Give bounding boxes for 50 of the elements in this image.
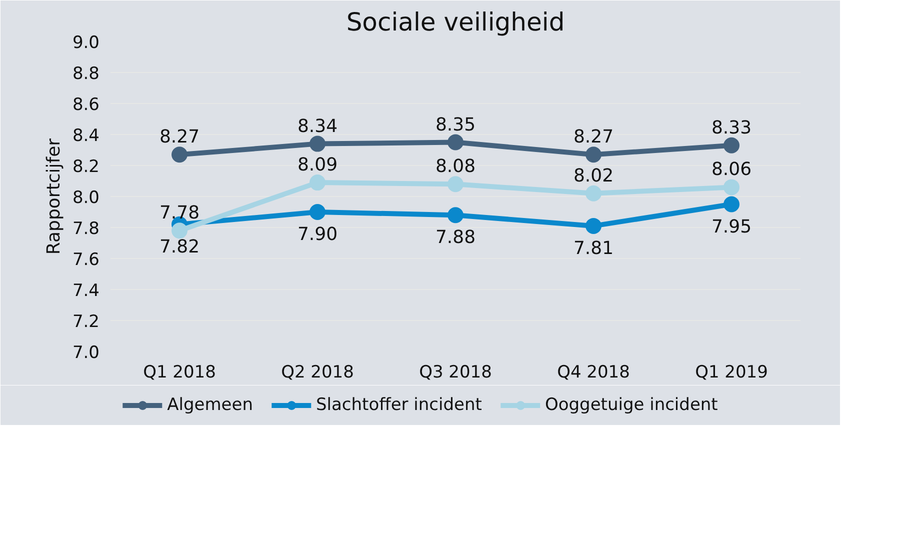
data-label: 7.90: [297, 224, 338, 245]
data-label: 8.08: [435, 156, 476, 178]
data-label: 8.02: [573, 165, 614, 186]
point: [586, 185, 602, 202]
point: [586, 218, 602, 234]
y-tick-label: 9.0: [72, 33, 100, 53]
data-label: 7.82: [159, 236, 200, 258]
y-tick-label: 7.0: [72, 343, 100, 363]
y-tick-label: 7.6: [72, 250, 100, 270]
x-tick-label: Q2 2018: [281, 362, 354, 382]
data-label: 7.95: [711, 216, 752, 238]
y-axis-title: Rapportcijfer: [43, 138, 64, 255]
point: [448, 134, 464, 150]
data-label: 8.34: [297, 116, 338, 137]
y-tick-label: 7.4: [72, 281, 100, 301]
point: [586, 146, 602, 163]
x-tick-label: Q1 2018: [143, 362, 216, 382]
data-label: 7.88: [435, 227, 476, 248]
point: [172, 146, 188, 163]
data-label: 8.33: [711, 117, 752, 138]
chart-title: Sociale veiligheid: [346, 8, 565, 36]
x-tick-label: Q4 2018: [557, 362, 630, 382]
point: [724, 196, 740, 212]
y-tick-label: 8.0: [72, 188, 100, 208]
y-tick-label: 8.2: [72, 157, 100, 177]
data-label: 8.27: [159, 126, 200, 148]
point: [172, 222, 188, 239]
data-label: 8.06: [711, 159, 752, 180]
y-tick-label: 7.8: [72, 219, 100, 239]
point: [310, 174, 326, 191]
legend-label: Slachtoffer incident: [316, 395, 482, 415]
point: [448, 176, 464, 192]
data-label: 8.27: [573, 126, 614, 148]
y-tick-label: 8.6: [72, 95, 100, 115]
point: [724, 179, 740, 196]
data-label: 7.81: [573, 238, 614, 259]
data-label: 8.09: [297, 154, 338, 176]
point: [724, 137, 740, 154]
point: [310, 136, 326, 152]
y-tick-label: 8.4: [72, 126, 100, 146]
y-tick-label: 7.2: [72, 312, 100, 332]
point: [310, 204, 326, 220]
legend-label: Ooggetuige incident: [544, 395, 718, 415]
data-label: 7.78: [159, 202, 200, 224]
data-label: 8.35: [435, 114, 476, 136]
y-tick-label: 8.8: [72, 64, 100, 84]
x-tick-label: Q1 2019: [695, 362, 768, 382]
point: [448, 207, 464, 224]
legend-label: Algemeen: [167, 395, 253, 415]
x-tick-label: Q3 2018: [419, 362, 492, 382]
